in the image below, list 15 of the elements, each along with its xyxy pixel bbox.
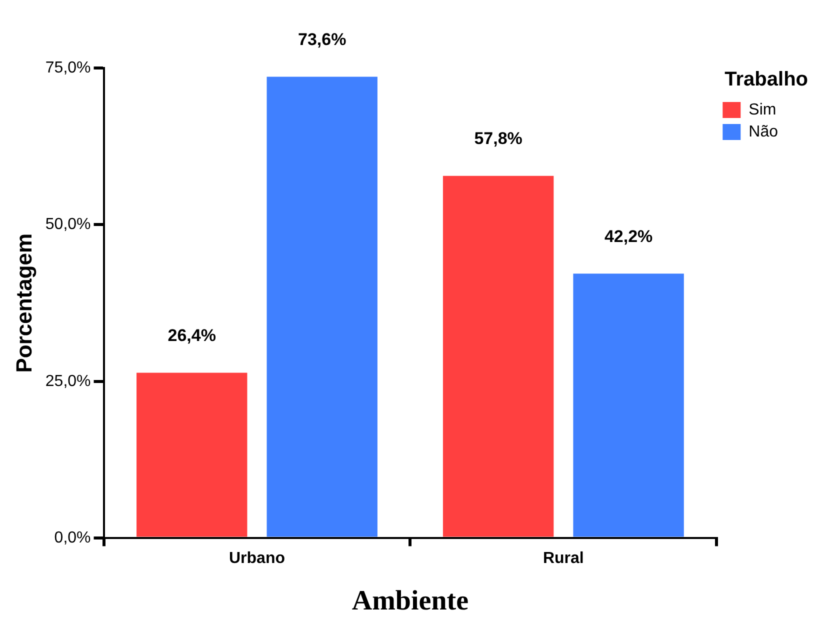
data-label: 57,8%	[474, 129, 522, 148]
y-axis-title: Porcentagem	[11, 233, 36, 373]
legend-label: Sim	[748, 101, 776, 118]
data-label: 73,6%	[298, 30, 346, 49]
x-tick-label: Urbano	[228, 550, 286, 568]
legend-title: Trabalho	[724, 68, 808, 91]
data-label: 26,4%	[168, 326, 216, 345]
y-tick-label: 0,0%	[54, 530, 91, 547]
y-tick-label: 75,0%	[45, 59, 91, 76]
legend-label: Não	[748, 123, 778, 140]
data-label: 42,2%	[604, 226, 653, 246]
x-axis-title: Ambiente	[352, 585, 469, 616]
x-tick-label: Rural	[542, 550, 584, 568]
y-tick-label: 50,0%	[45, 216, 91, 234]
y-tick-label: 25,0%	[45, 372, 91, 390]
